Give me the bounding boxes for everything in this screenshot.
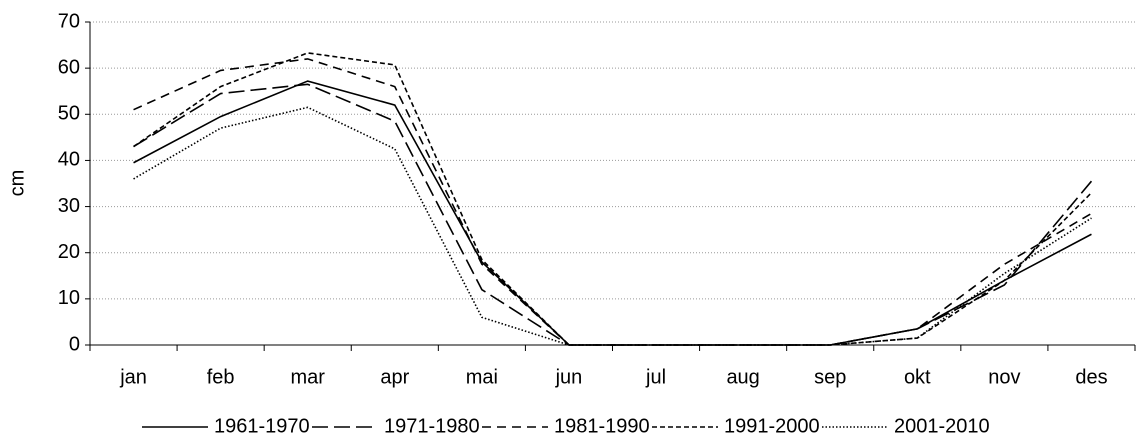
y-tick-label: 40: [58, 149, 80, 171]
y-tick-label: 70: [58, 10, 80, 32]
y-tick-label: 50: [58, 103, 80, 125]
legend-label: 1981-1990: [554, 415, 650, 437]
x-tick-label: mai: [466, 366, 498, 388]
x-tick-label: jul: [645, 366, 666, 388]
x-tick-label: okt: [904, 366, 931, 388]
y-axis-label: cm: [6, 170, 28, 197]
legend-label: 1961-1970: [214, 415, 310, 437]
legend-label: 1991-2000: [724, 415, 820, 437]
x-tick-label: des: [1075, 366, 1107, 388]
series-line: [133, 106, 1092, 346]
x-tick-label: jun: [555, 366, 583, 388]
x-tick-label: mar: [290, 366, 325, 388]
y-tick-label: 30: [58, 195, 80, 217]
x-tick-label: jan: [119, 366, 147, 388]
y-tick-label: 0: [69, 333, 80, 355]
series-line: [133, 58, 1092, 346]
series-line: [133, 52, 1093, 346]
legend-label: 1971-1980: [384, 415, 480, 437]
x-tick-label: nov: [988, 366, 1020, 388]
y-tick-label: 60: [58, 56, 80, 78]
x-tick-label: feb: [207, 366, 235, 388]
x-tick-label: sep: [814, 366, 846, 388]
y-tick-label: 10: [58, 287, 80, 309]
legend-label: 2001-2010: [894, 415, 990, 437]
x-tick-label: aug: [726, 366, 759, 388]
y-tick-label: 20: [58, 241, 80, 263]
x-tick-label: apr: [380, 366, 409, 388]
